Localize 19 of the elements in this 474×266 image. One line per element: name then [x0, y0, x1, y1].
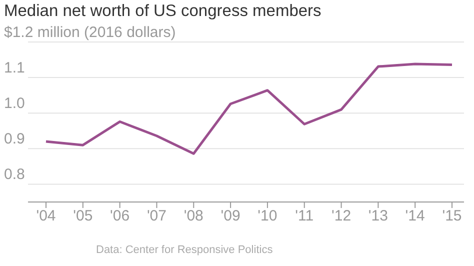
- x-tick-label: '05: [73, 208, 93, 225]
- y-tick-label: 0.8: [4, 166, 25, 184]
- x-tick-label: '08: [184, 208, 204, 225]
- x-tick-label: '14: [405, 208, 425, 225]
- x-tick-label: '15: [442, 208, 462, 225]
- y-tick-label: 1.1: [4, 60, 25, 77]
- x-tick-label: '07: [146, 208, 167, 225]
- x-tick-label: '06: [110, 208, 130, 225]
- x-tick-label: '11: [295, 208, 314, 225]
- text: Data: Center for Responsive Politics: [96, 244, 273, 256]
- x-tick-label: '10: [258, 208, 278, 225]
- y-tick-label: 1.0: [4, 95, 25, 112]
- y-tick-label: $1.2 million (2016 dollars): [4, 24, 176, 41]
- y-tick-label: 0.9: [4, 130, 25, 148]
- x-tick-label: '13: [368, 208, 388, 225]
- chart-title: Median net worth of US congress members: [4, 2, 322, 21]
- x-tick-label: '04: [36, 208, 56, 225]
- x-tick-label: '12: [331, 208, 352, 225]
- x-tick-label: '09: [220, 208, 240, 225]
